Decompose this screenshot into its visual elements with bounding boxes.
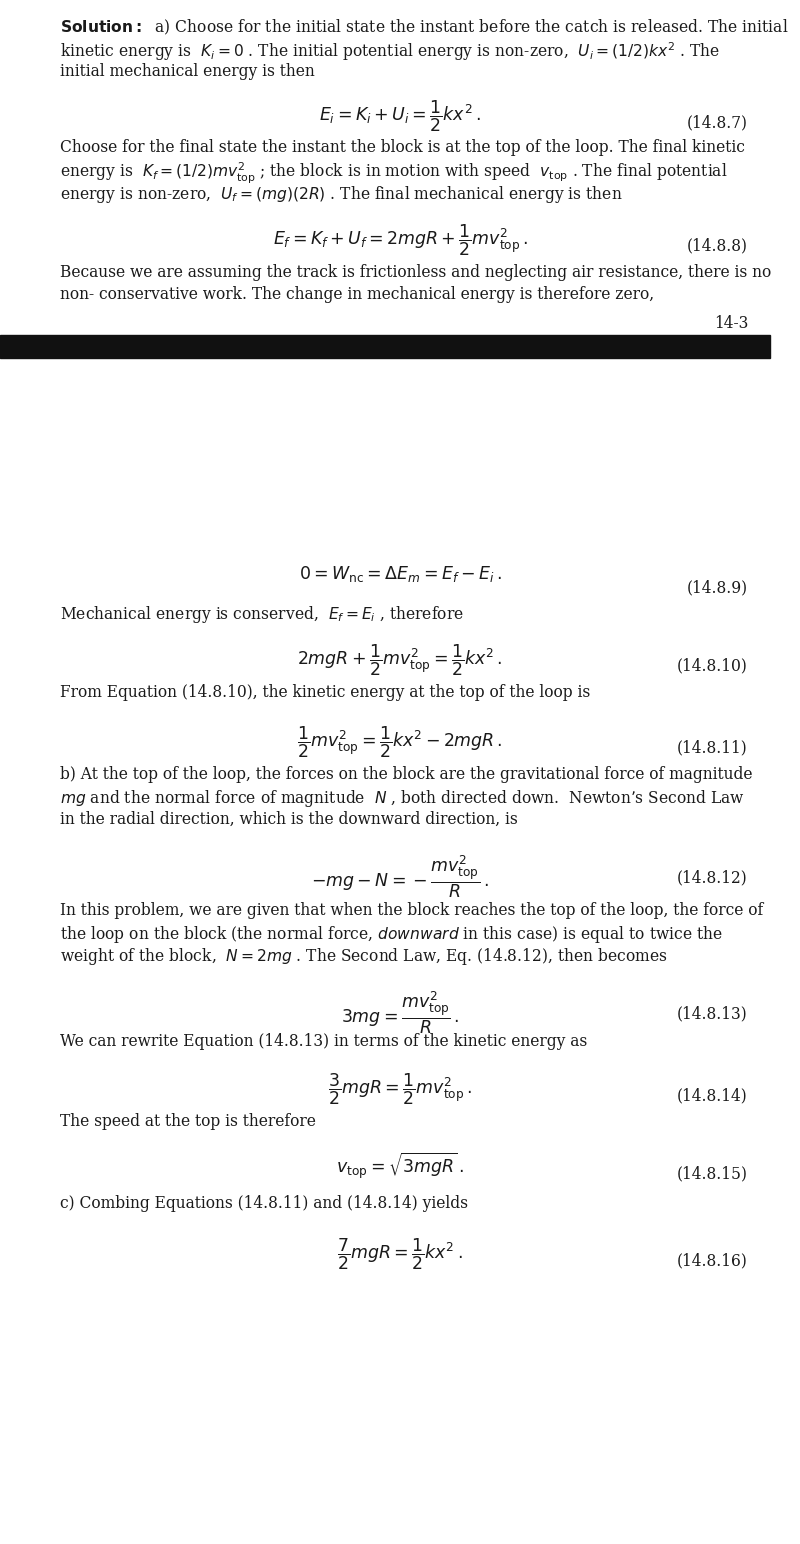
Text: The speed at the top is therefore: The speed at the top is therefore	[60, 1113, 316, 1130]
Text: (14.8.16): (14.8.16)	[677, 1252, 748, 1269]
Text: $mg$ and the normal force of magnitude  $N$ , both directed down.  Newton’s Seco: $mg$ and the normal force of magnitude $…	[60, 787, 745, 809]
Text: c) Combing Equations (14.8.11) and (14.8.14) yields: c) Combing Equations (14.8.11) and (14.8…	[60, 1195, 468, 1212]
Text: b) At the top of the loop, the forces on the block are the gravitational force o: b) At the top of the loop, the forces on…	[60, 766, 753, 783]
Text: $2mgR + \dfrac{1}{2}mv_{\mathrm{top}}^2 = \dfrac{1}{2}kx^2\,.$: $2mgR + \dfrac{1}{2}mv_{\mathrm{top}}^2 …	[298, 642, 502, 678]
Text: Choose for the final state the instant the block is at the top of the loop. The : Choose for the final state the instant t…	[60, 139, 745, 156]
Text: the loop on the block (the normal force, $\it{downward}$ in this case) is equal : the loop on the block (the normal force,…	[60, 923, 723, 945]
Text: (14.8.8): (14.8.8)	[687, 238, 748, 255]
Text: weight of the block,  $N = 2mg$ . The Second Law, Eq. (14.8.12), then becomes: weight of the block, $N = 2mg$ . The Sec…	[60, 946, 667, 968]
Text: (14.8.12): (14.8.12)	[678, 869, 748, 886]
Text: in the radial direction, which is the downward direction, is: in the radial direction, which is the do…	[60, 811, 518, 828]
Text: $\dfrac{1}{2}mv_{\mathrm{top}}^2 = \dfrac{1}{2}kx^2 - 2mgR\,.$: $\dfrac{1}{2}mv_{\mathrm{top}}^2 = \dfra…	[298, 724, 502, 760]
Text: In this problem, we are given that when the block reaches the top of the loop, t: In this problem, we are given that when …	[60, 902, 763, 919]
Text: $\dfrac{7}{2}mgR = \dfrac{1}{2}kx^2\,.$: $\dfrac{7}{2}mgR = \dfrac{1}{2}kx^2\,.$	[337, 1237, 463, 1272]
Text: (14.8.13): (14.8.13)	[678, 1005, 748, 1022]
Text: energy is non-zero,  $U_f = (mg)(2R)$ . The final mechanical energy is then: energy is non-zero, $U_f = (mg)(2R)$ . T…	[60, 184, 622, 205]
Text: 14-3: 14-3	[714, 315, 748, 332]
Text: initial mechanical energy is then: initial mechanical energy is then	[60, 62, 314, 80]
Text: From Equation (14.8.10), the kinetic energy at the top of the loop is: From Equation (14.8.10), the kinetic ene…	[60, 684, 590, 701]
Text: energy is  $K_f = (1/2)mv_{\mathrm{top}}^2$ ; the block is in motion with speed : energy is $K_f = (1/2)mv_{\mathrm{top}}^…	[60, 161, 728, 187]
Text: $\mathbf{Solution:}$  a) Choose for the initial state the instant before the cat: $\mathbf{Solution:}$ a) Choose for the i…	[60, 17, 789, 37]
Text: $\dfrac{3}{2}mgR = \dfrac{1}{2}mv_{\mathrm{top}}^2\,.$: $\dfrac{3}{2}mgR = \dfrac{1}{2}mv_{\math…	[328, 1072, 472, 1107]
Text: Because we are assuming the track is frictionless and neglecting air resistance,: Because we are assuming the track is fri…	[60, 264, 771, 281]
Text: $E_f = K_f + U_f = 2mgR + \dfrac{1}{2}mv_{\mathrm{top}}^2\,.$: $E_f = K_f + U_f = 2mgR + \dfrac{1}{2}mv…	[273, 222, 527, 258]
Text: (14.8.10): (14.8.10)	[677, 658, 748, 675]
Text: Mechanical energy is conserved,  $E_f = E_i$ , therefore: Mechanical energy is conserved, $E_f = E…	[60, 604, 464, 625]
Text: kinetic energy is  $K_i = 0$ . The initial potential energy is non-zero,  $U_i =: kinetic energy is $K_i = 0$ . The initia…	[60, 40, 720, 63]
Text: (14.8.11): (14.8.11)	[678, 740, 748, 757]
Text: $-mg - N = -\dfrac{mv_{\mathrm{top}}^2}{R}\,.$: $-mg - N = -\dfrac{mv_{\mathrm{top}}^2}{…	[311, 854, 489, 900]
Text: (14.8.7): (14.8.7)	[687, 114, 748, 131]
Text: $0 = W_{\mathrm{nc}} = \Delta E_{m} = E_f - E_i\,.$: $0 = W_{\mathrm{nc}} = \Delta E_{m} = E_…	[298, 564, 502, 584]
Text: We can rewrite Equation (14.8.13) in terms of the kinetic energy as: We can rewrite Equation (14.8.13) in ter…	[60, 1033, 587, 1050]
Text: (14.8.15): (14.8.15)	[677, 1166, 748, 1183]
Text: non- conservative work. The change in mechanical energy is therefore zero,: non- conservative work. The change in me…	[60, 287, 654, 304]
Text: $E_i = K_i + U_i = \dfrac{1}{2}kx^2\,.$: $E_i = K_i + U_i = \dfrac{1}{2}kx^2\,.$	[319, 99, 481, 134]
Bar	[0, 335, 770, 358]
Text: $v_{\mathrm{top}} = \sqrt{3mgR}\,.$: $v_{\mathrm{top}} = \sqrt{3mgR}\,.$	[336, 1150, 464, 1181]
Text: (14.8.14): (14.8.14)	[678, 1087, 748, 1104]
Text: (14.8.9): (14.8.9)	[687, 579, 748, 596]
Text: $3mg = \dfrac{mv_{\mathrm{top}}^2}{R}\,.$: $3mg = \dfrac{mv_{\mathrm{top}}^2}{R}\,.…	[341, 990, 459, 1036]
